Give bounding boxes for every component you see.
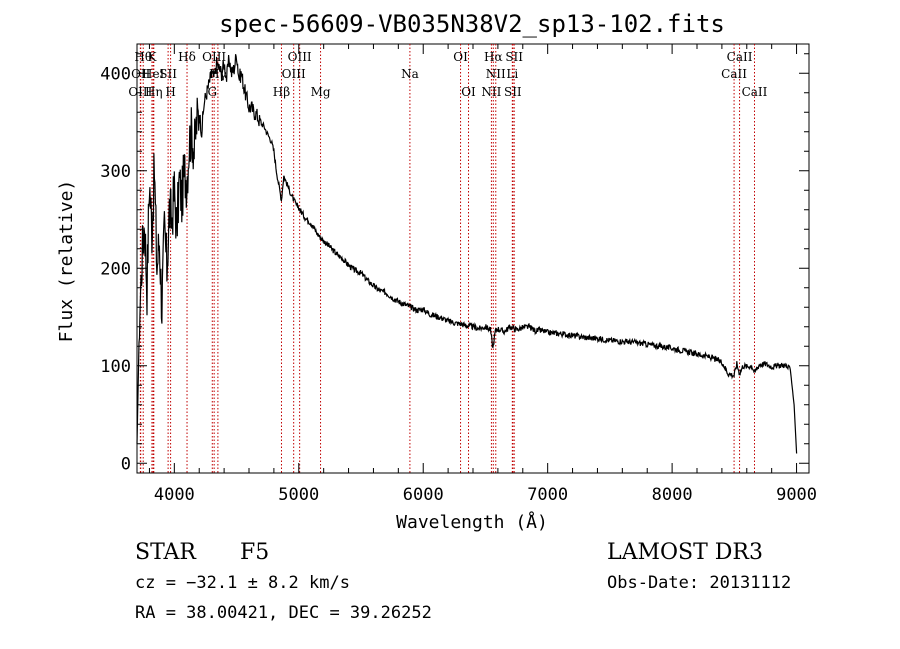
spectral-subclass: F5 [240, 540, 270, 565]
emission-line-label: G [207, 85, 217, 99]
emission-line-label: CaII [721, 67, 747, 81]
x-tick-label: 5000 [278, 485, 319, 505]
emission-line-label: CaII [742, 85, 768, 99]
y-tick-label: 200 [100, 259, 131, 279]
y-tick-label: 300 [100, 162, 131, 182]
emission-line-label: OI [461, 85, 476, 99]
emission-line-label: H [165, 85, 175, 99]
plot-frame [136, 43, 810, 474]
y-tick-label: 400 [100, 64, 131, 84]
emission-line-label: OIII [282, 67, 306, 81]
x-tick-label: 7000 [527, 485, 568, 505]
emission-line-label: OIII [128, 85, 152, 99]
emission-line-label: SII [504, 85, 522, 99]
emission-line-label: Hα [484, 50, 503, 64]
redshift-readout: cz = −32.1 ± 8.2 km/s [135, 573, 350, 593]
emission-line-label: CaII [727, 50, 753, 64]
tick-labels: 4000 5000 6000 7000 8000 9000 0 100 200 300 400 [100, 64, 817, 505]
y-tick-label: 100 [100, 357, 131, 377]
axis-ticks [137, 44, 809, 473]
emission-lines [139, 44, 755, 473]
y-axis-label: Flux (relative) [56, 180, 77, 343]
emission-line-label: K [147, 50, 157, 64]
emission-line-label: OII [131, 67, 151, 81]
x-tick-label: 9000 [776, 485, 817, 505]
spectrum-line [136, 54, 798, 454]
chart-title: spec-56609-VB035N38V2_sp13-102.fits [219, 10, 725, 38]
emission-line-label: Hδ [178, 50, 196, 64]
emission-line-label: Hβ [273, 85, 290, 99]
emission-line-label: HeI [142, 67, 165, 81]
emission-line-label: OI [453, 50, 468, 64]
emission-line-label: Hη [145, 85, 163, 99]
object-type: STAR [135, 540, 196, 565]
emission-line-label: SII [505, 50, 523, 64]
emission-line-label: NII [486, 67, 506, 81]
emission-line-label: OIII [202, 50, 226, 64]
coordinates-readout: RA = 38.00421, DEC = 39.26252 [135, 603, 432, 623]
emission-line-label: Mg [311, 85, 331, 99]
emission-line-label: Li [506, 67, 518, 81]
x-tick-label: 4000 [154, 485, 195, 505]
x-tick-label: 6000 [403, 485, 444, 505]
y-tick-label: 0 [121, 454, 131, 474]
x-tick-label: 8000 [652, 485, 693, 505]
emission-line-label: SII [159, 67, 177, 81]
emission-line-label: OIII [288, 50, 312, 64]
x-axis-label: Wavelength (Å) [396, 511, 548, 533]
emission-line-label: NII [481, 85, 501, 99]
survey-name: LAMOST DR3 [607, 540, 763, 565]
observation-date: Obs-Date: 20131112 [607, 573, 792, 593]
emission-line-label: Na [401, 67, 419, 81]
